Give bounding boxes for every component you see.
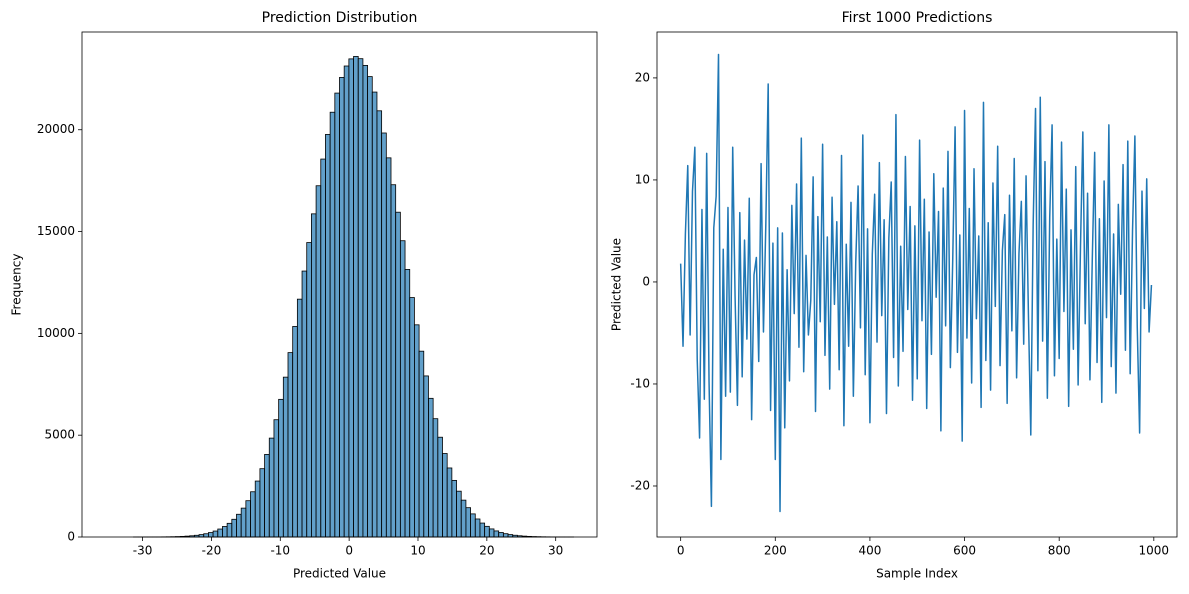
y-axis-label: Predicted Value: [610, 238, 624, 331]
histogram-bar: [330, 112, 335, 537]
histogram-bar: [251, 492, 256, 537]
histogram-bar: [386, 158, 391, 537]
y-tick-label: 20: [635, 70, 650, 84]
histogram-bar: [208, 533, 213, 537]
y-tick-label: -20: [630, 478, 650, 492]
histogram-bar: [325, 134, 330, 537]
x-tick-label: 20: [479, 544, 494, 558]
histogram-bar: [293, 326, 298, 537]
chart-title: Prediction Distribution: [262, 10, 418, 26]
histogram-bar: [363, 65, 368, 537]
x-tick-label: -20: [202, 544, 222, 558]
histogram-bar: [503, 534, 508, 537]
histogram-bar: [414, 325, 419, 537]
histogram-bar: [218, 529, 223, 537]
histogram-bar: [499, 532, 504, 537]
y-tick-label: -10: [630, 376, 650, 390]
histogram-bar: [480, 523, 485, 537]
histogram-bar: [457, 491, 462, 537]
histogram-bar: [382, 133, 387, 537]
histogram-bar: [391, 185, 396, 537]
histogram-bar: [400, 241, 405, 537]
histogram-bar: [410, 298, 415, 537]
histogram-bar: [246, 501, 251, 537]
histogram-bar: [349, 59, 354, 537]
histogram-bar: [260, 469, 265, 537]
x-axis-label: Predicted Value: [293, 567, 386, 581]
histogram-bar: [232, 519, 237, 537]
histogram-bar: [213, 531, 218, 537]
histogram-bar: [321, 159, 326, 537]
y-tick-label: 5000: [44, 428, 75, 442]
histogram-bar: [279, 399, 284, 537]
y-tick-label: 0: [642, 274, 650, 288]
histogram-bar: [237, 514, 242, 537]
x-tick-label: -10: [270, 544, 290, 558]
histogram-bar: [489, 529, 494, 537]
histogram-bar: [475, 519, 480, 537]
histogram-bar: [316, 186, 321, 537]
x-tick-label: 0: [677, 544, 685, 558]
x-tick-label: -30: [133, 544, 153, 558]
histogram-bar: [447, 468, 452, 537]
histogram-bar: [227, 523, 232, 537]
histogram-bar: [424, 376, 429, 537]
x-tick-label: 10: [410, 544, 425, 558]
histogram-bar: [354, 56, 359, 537]
histogram-bar: [255, 481, 260, 537]
histogram-bar: [307, 243, 312, 537]
histogram-bar: [405, 269, 410, 537]
histogram-bar: [204, 534, 209, 537]
x-tick-label: 200: [764, 544, 787, 558]
x-tick-label: 1000: [1139, 544, 1170, 558]
histogram-bar: [419, 351, 424, 537]
histogram-bar: [494, 531, 499, 537]
y-tick-label: 10000: [37, 326, 75, 340]
histogram-bar: [288, 353, 293, 537]
histogram-bar: [269, 438, 274, 537]
histogram-bar: [368, 77, 373, 537]
x-tick-label: 0: [345, 544, 353, 558]
histogram-bar: [241, 508, 246, 537]
histogram-bar: [461, 500, 466, 537]
histogram-bar: [302, 271, 307, 537]
y-tick-label: 15000: [37, 224, 75, 238]
histogram-bar: [377, 111, 382, 537]
histogram-bar: [452, 480, 457, 537]
histogram-bar: [433, 419, 438, 537]
histogram-bar: [222, 526, 227, 537]
histogram-bar: [297, 299, 302, 537]
histogram-bar: [438, 437, 443, 537]
histogram-bar: [466, 508, 471, 537]
histogram-bar: [274, 420, 279, 537]
histogram-bar: [485, 526, 490, 537]
x-axis-label: Sample Index: [876, 567, 958, 581]
histogram-bar: [471, 514, 476, 537]
y-tick-label: 20000: [37, 122, 75, 136]
histogram-bar: [335, 93, 340, 537]
histogram-bar: [443, 454, 448, 537]
y-tick-label: 10: [635, 172, 650, 186]
chart-title: First 1000 Predictions: [842, 10, 993, 26]
y-tick-label: 0: [67, 530, 75, 544]
histogram-bar: [283, 377, 288, 537]
histogram-bar: [428, 398, 433, 537]
histogram-bar: [340, 77, 345, 537]
histogram-bar: [311, 214, 316, 537]
x-tick-label: 400: [858, 544, 881, 558]
x-tick-label: 600: [953, 544, 976, 558]
x-tick-label: 30: [548, 544, 563, 558]
histogram-bar: [344, 66, 349, 537]
histogram-bar: [396, 212, 401, 537]
y-axis-label: Frequency: [10, 254, 24, 316]
histogram-bar: [265, 454, 270, 537]
x-tick-label: 800: [1048, 544, 1071, 558]
histogram-bar: [372, 92, 377, 537]
histogram-bar: [358, 59, 363, 537]
